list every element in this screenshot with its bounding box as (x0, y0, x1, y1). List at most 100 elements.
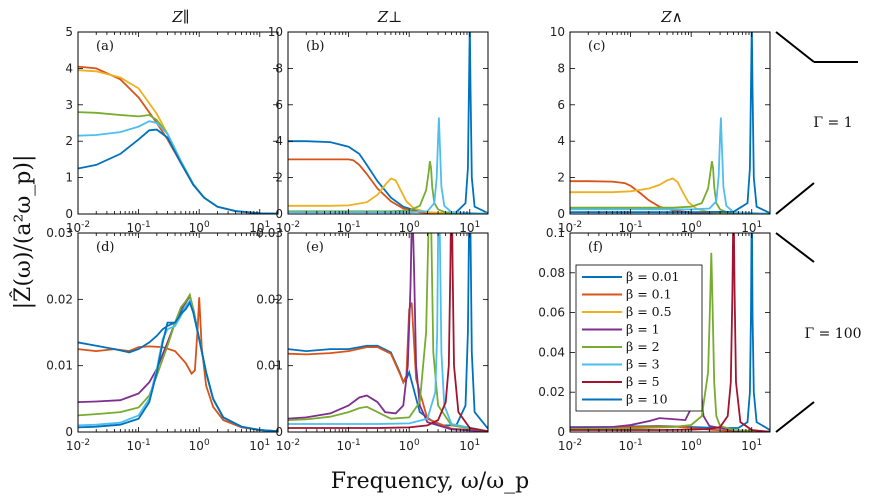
series-line-2 (78, 292, 278, 432)
y-tick-label: 0.1 (546, 226, 565, 240)
panel-label: (a) (96, 39, 114, 54)
legend-entry: β = 0.1 (626, 287, 672, 302)
y-tick-label: 5 (65, 25, 73, 39)
y-tick-label: 4 (557, 134, 565, 148)
legend-entry: β = 0.5 (626, 304, 672, 319)
axes-frame (569, 31, 771, 215)
row-bracket-gamma-1: Γ = 1 (775, 31, 858, 215)
panel-e: 10-2 10-1 100 101 0 0.01 0.02 0.03 (e) (256, 226, 489, 453)
series-line-0.1 (78, 297, 278, 432)
panel-label: (b) (306, 39, 324, 54)
axes-frame (77, 232, 279, 433)
y-tick-label: 0.01 (256, 359, 283, 373)
x-tick-label: 101 (741, 438, 762, 453)
series-line-0.5 (78, 69, 278, 214)
y-tick-label: 8 (557, 61, 565, 75)
y-tick-label: 0.02 (256, 292, 283, 306)
row-label-gamma-1: Γ = 1 (813, 115, 852, 131)
y-tick-label: 2 (557, 171, 565, 185)
column-title-z-wedge: Z∧ (660, 8, 682, 26)
panel-label: (c) (588, 39, 605, 54)
series-line-0.5 (288, 177, 488, 214)
legend-entry: β = 10 (626, 392, 668, 407)
y-tick-label: 0 (275, 207, 283, 221)
y-tick-label: 0.08 (538, 266, 565, 280)
series-line-3 (78, 298, 278, 432)
axes-frame (77, 31, 279, 215)
legend-entry: β = 1 (626, 322, 660, 337)
y-tick-label: 0 (275, 425, 283, 439)
row-bracket-gamma-100: Γ = 100 (775, 232, 862, 433)
y-tick-label: 3 (65, 98, 73, 112)
x-tick-label: 10-1 (336, 438, 360, 453)
series-line-0.01 (570, 32, 770, 214)
y-tick-label: 0.04 (538, 345, 565, 359)
series-line-2 (570, 161, 770, 214)
y-tick-label: 4 (65, 61, 73, 75)
x-tick-label: 10-1 (618, 438, 642, 453)
x-tick-label: 101 (249, 438, 270, 453)
x-tick-label: 10-2 (276, 438, 300, 453)
y-tick-label: 0 (557, 425, 565, 439)
series-line-0.01 (78, 128, 278, 214)
series-line-2 (78, 111, 278, 214)
series-line-3 (288, 233, 488, 432)
y-tick-label: 6 (557, 98, 565, 112)
series-line-0.1 (78, 65, 278, 214)
y-tick-label: 0.03 (256, 226, 283, 240)
panel-label: (f) (588, 240, 603, 255)
y-axis-label: |Ẑ(ω)/(a²ω_p)| (9, 155, 36, 310)
y-tick-label: 2 (275, 171, 283, 185)
series-line-3 (288, 117, 488, 214)
x-tick-label: 10-1 (126, 438, 150, 453)
legend: β = 0.01 β = 0.1 β = 0.5 β = 1 β = 2 β = 3 β =… (575, 264, 703, 412)
y-tick-label: 0.01 (46, 359, 73, 373)
y-tick-label: 6 (275, 98, 283, 112)
series-line-0.01 (288, 233, 488, 430)
x-tick-label: 100 (681, 438, 702, 453)
y-tick-label: 0.06 (538, 306, 565, 320)
legend-entry: β = 0.01 (626, 269, 679, 284)
series-line-2 (288, 233, 488, 432)
axes-frame (287, 232, 489, 433)
x-tick-label: 10-2 (558, 438, 582, 453)
legend-entry: β = 3 (626, 357, 660, 372)
legend-entry: β = 5 (626, 374, 660, 389)
x-tick-label: 100 (399, 438, 420, 453)
y-tick-label: 0 (65, 425, 73, 439)
y-tick-label: 8 (275, 61, 283, 75)
panel-label: (e) (306, 240, 324, 255)
series-line-5 (570, 233, 770, 432)
y-tick-label: 4 (275, 134, 283, 148)
x-tick-label: 10-2 (66, 438, 90, 453)
y-tick-label: 2 (65, 134, 73, 148)
panel-label: (d) (96, 240, 114, 255)
series-line-1 (288, 233, 488, 432)
y-tick-label: 0 (65, 207, 73, 221)
x-tick-label: 101 (459, 438, 480, 453)
series-line-2 (570, 252, 770, 432)
series-line-3 (78, 120, 278, 214)
series-line-10 (78, 300, 278, 432)
x-axis-label: Frequency, ω/ω_p (331, 469, 529, 494)
x-tick-label: 100 (189, 438, 210, 453)
y-tick-label: 0.02 (46, 292, 73, 306)
y-tick-label: 1 (65, 171, 73, 185)
axes-frame (569, 232, 771, 433)
y-tick-label: 0 (557, 207, 565, 221)
panel-f: 10-2 10-1 100 101 0 0.02 0.04 0.06 0.08 0.1 (f) β =… (538, 226, 771, 453)
y-tick-label: 10 (550, 25, 565, 39)
series-line-3 (570, 117, 770, 214)
legend-entry: β = 2 (626, 339, 660, 354)
column-title-z-perp: Z⊥ (377, 8, 403, 26)
row-label-gamma-100: Γ = 100 (804, 326, 861, 342)
series-line-0.1 (288, 302, 488, 432)
panel-d: 10-2 10-1 100 101 0 0.01 0.02 0.03 (d) (46, 226, 279, 453)
y-tick-label: 0.03 (46, 226, 73, 240)
column-title-z-parallel: Z∥ (171, 8, 189, 26)
y-tick-label: 0.02 (538, 385, 565, 399)
